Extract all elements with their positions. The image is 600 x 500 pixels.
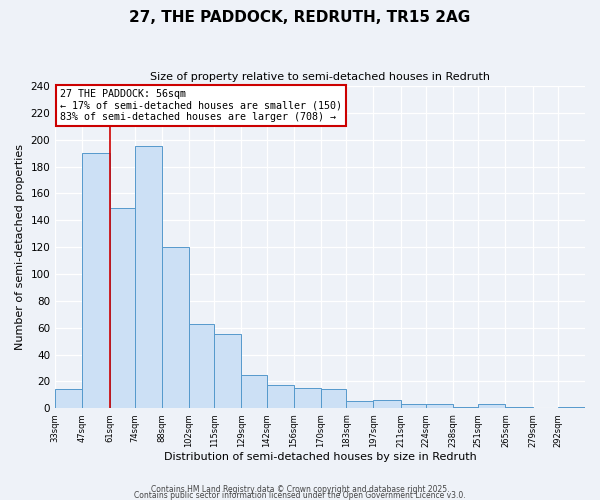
Bar	[401, 404, 426, 408]
Text: 27 THE PADDOCK: 56sqm
← 17% of semi-detached houses are smaller (150)
83% of sem: 27 THE PADDOCK: 56sqm ← 17% of semi-deta…	[61, 90, 343, 122]
Bar	[241, 374, 267, 408]
Bar	[321, 390, 346, 408]
Bar	[426, 404, 453, 408]
Bar	[189, 324, 214, 408]
Bar	[55, 390, 82, 408]
X-axis label: Distribution of semi-detached houses by size in Redruth: Distribution of semi-detached houses by …	[164, 452, 476, 462]
Bar	[135, 146, 162, 408]
Bar	[453, 407, 478, 408]
Text: Contains public sector information licensed under the Open Government Licence v3: Contains public sector information licen…	[134, 490, 466, 500]
Bar	[162, 247, 189, 408]
Bar	[110, 208, 135, 408]
Bar	[214, 334, 241, 408]
Bar	[373, 400, 401, 408]
Bar	[478, 404, 505, 408]
Text: 27, THE PADDOCK, REDRUTH, TR15 2AG: 27, THE PADDOCK, REDRUTH, TR15 2AG	[130, 10, 470, 25]
Bar	[558, 407, 585, 408]
Bar	[267, 386, 294, 408]
Title: Size of property relative to semi-detached houses in Redruth: Size of property relative to semi-detach…	[150, 72, 490, 83]
Bar	[346, 402, 373, 408]
Text: Contains HM Land Registry data © Crown copyright and database right 2025.: Contains HM Land Registry data © Crown c…	[151, 484, 449, 494]
Bar	[505, 407, 533, 408]
Bar	[294, 388, 321, 408]
Bar	[82, 153, 110, 408]
Y-axis label: Number of semi-detached properties: Number of semi-detached properties	[15, 144, 25, 350]
